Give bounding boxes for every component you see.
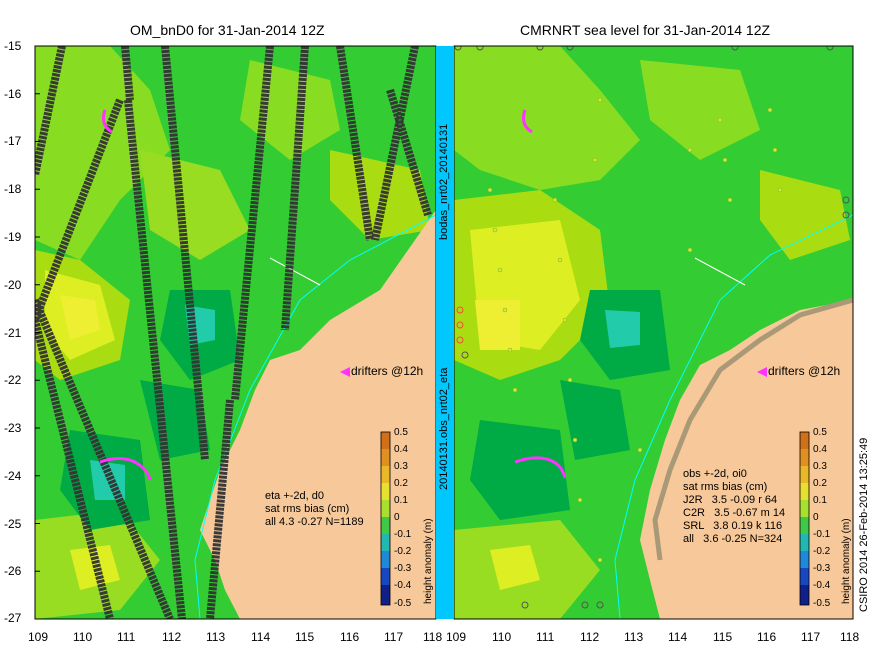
lat-tick: -18: [4, 182, 22, 196]
cb-tick: -0.2: [813, 546, 831, 557]
cb-tick: 0.3: [813, 461, 827, 472]
stat-line: all 3.6 -0.25 N=324: [683, 533, 783, 545]
cb-tick: -0.4: [813, 580, 831, 591]
lat-tick: -17: [4, 134, 22, 148]
cb-tick: 0.5: [813, 427, 827, 438]
cb-tick: 0.2: [813, 478, 827, 489]
cb-tick: -0.1: [813, 529, 831, 540]
stat-line: obs +-2d, oi0: [683, 468, 747, 480]
stat-line: all 4.3 -0.27 N=1189: [265, 516, 364, 528]
lon-tick: 110: [492, 630, 512, 644]
lon-tick: 114: [251, 630, 271, 644]
center-separator: [436, 46, 454, 619]
lon-tick: 112: [580, 630, 600, 644]
right-map-title: CMRNRT sea level for 31-Jan-2014 12Z: [520, 22, 771, 38]
lat-tick: -19: [4, 230, 22, 244]
right-colorbar: [799, 431, 810, 606]
stat-line: sat rms bias (cm): [683, 481, 768, 493]
cb-tick: 0.1: [813, 495, 827, 506]
cb-tick: 0: [394, 512, 400, 523]
lat-tick: -16: [4, 87, 22, 101]
lon-tick: 113: [624, 630, 644, 644]
left-colorbar: [380, 431, 391, 606]
right-colorbar-label: height anomaly (m): [841, 518, 852, 604]
right-stats: obs +-2d, oi0 sat rms bias (cm) J2R 3.5 …: [683, 468, 785, 546]
cb-tick: -0.3: [813, 563, 831, 574]
lat-tick: -24: [4, 469, 22, 483]
lat-tick: -25: [4, 517, 22, 531]
lat-tick: -23: [4, 421, 22, 435]
cb-tick: 0.1: [394, 495, 408, 506]
lat-tick: -22: [4, 373, 22, 387]
stat-line: SRL 3.8 0.19 k 116: [683, 520, 783, 532]
cb-tick: 0.3: [394, 461, 408, 472]
cb-tick: -0.4: [394, 580, 412, 591]
left-colorbar-label: height anomaly (m): [423, 518, 434, 604]
lat-tick: -26: [4, 564, 22, 578]
lat-tick: -20: [4, 278, 22, 292]
cb-tick: 0.4: [813, 444, 827, 455]
lon-tick: 112: [162, 630, 182, 644]
center-label-top: bodas_nrt02_20140131: [438, 123, 450, 240]
lat-tick: -21: [4, 326, 22, 340]
center-label-bottom: 20140131.obs_nrt02_eta: [438, 367, 450, 490]
stat-line: eta +-2d, d0: [265, 490, 325, 502]
stat-line: sat rms bias (cm): [265, 503, 350, 515]
cb-tick: -0.3: [394, 563, 412, 574]
stat-line: J2R 3.5 -0.09 r 64: [683, 494, 778, 506]
lon-tick: 114: [668, 630, 688, 644]
cb-tick: -0.2: [394, 546, 412, 557]
lon-tick: 118: [423, 630, 443, 644]
stat-line: C2R 3.5 -0.67 m 14: [683, 507, 786, 519]
lon-tick: 117: [801, 630, 821, 644]
lon-tick: 109: [446, 630, 467, 644]
lon-tick: 117: [384, 630, 404, 644]
lon-tick: 116: [340, 630, 360, 644]
lat-tick: -27: [4, 611, 22, 625]
lon-tick: 116: [757, 630, 777, 644]
left-land: [200, 210, 436, 619]
cb-tick: -0.1: [394, 529, 412, 540]
lon-tick: 113: [206, 630, 226, 644]
lon-tick: 115: [713, 630, 733, 644]
lon-tick: 110: [73, 630, 93, 644]
lat-tick: -15: [4, 39, 22, 53]
side-credit: CSIRO 2014 26-Feb-2014 13:25:49: [858, 437, 870, 612]
cb-tick: -0.5: [813, 598, 831, 609]
cb-tick: -0.5: [394, 598, 412, 609]
lon-tick: 109: [28, 630, 49, 644]
cb-tick: 0.4: [394, 444, 408, 455]
lon-tick: 118: [840, 630, 860, 644]
cb-tick: 0.5: [394, 427, 408, 438]
left-stats: eta +-2d, d0 sat rms bias (cm) all 4.3 -…: [265, 490, 364, 529]
lon-tick: 115: [295, 630, 315, 644]
left-drifters-label: drifters @12h: [351, 364, 424, 378]
lon-tick: 111: [117, 630, 136, 644]
tick-marks: [35, 45, 40, 572]
right-drifters-label: drifters @12h: [768, 364, 841, 378]
cb-tick: 0.2: [394, 478, 408, 489]
left-map-title: OM_bnD0 for 31-Jan-2014 12Z: [130, 22, 325, 38]
cb-tick: 0: [813, 512, 819, 523]
lon-tick: 111: [536, 630, 555, 644]
